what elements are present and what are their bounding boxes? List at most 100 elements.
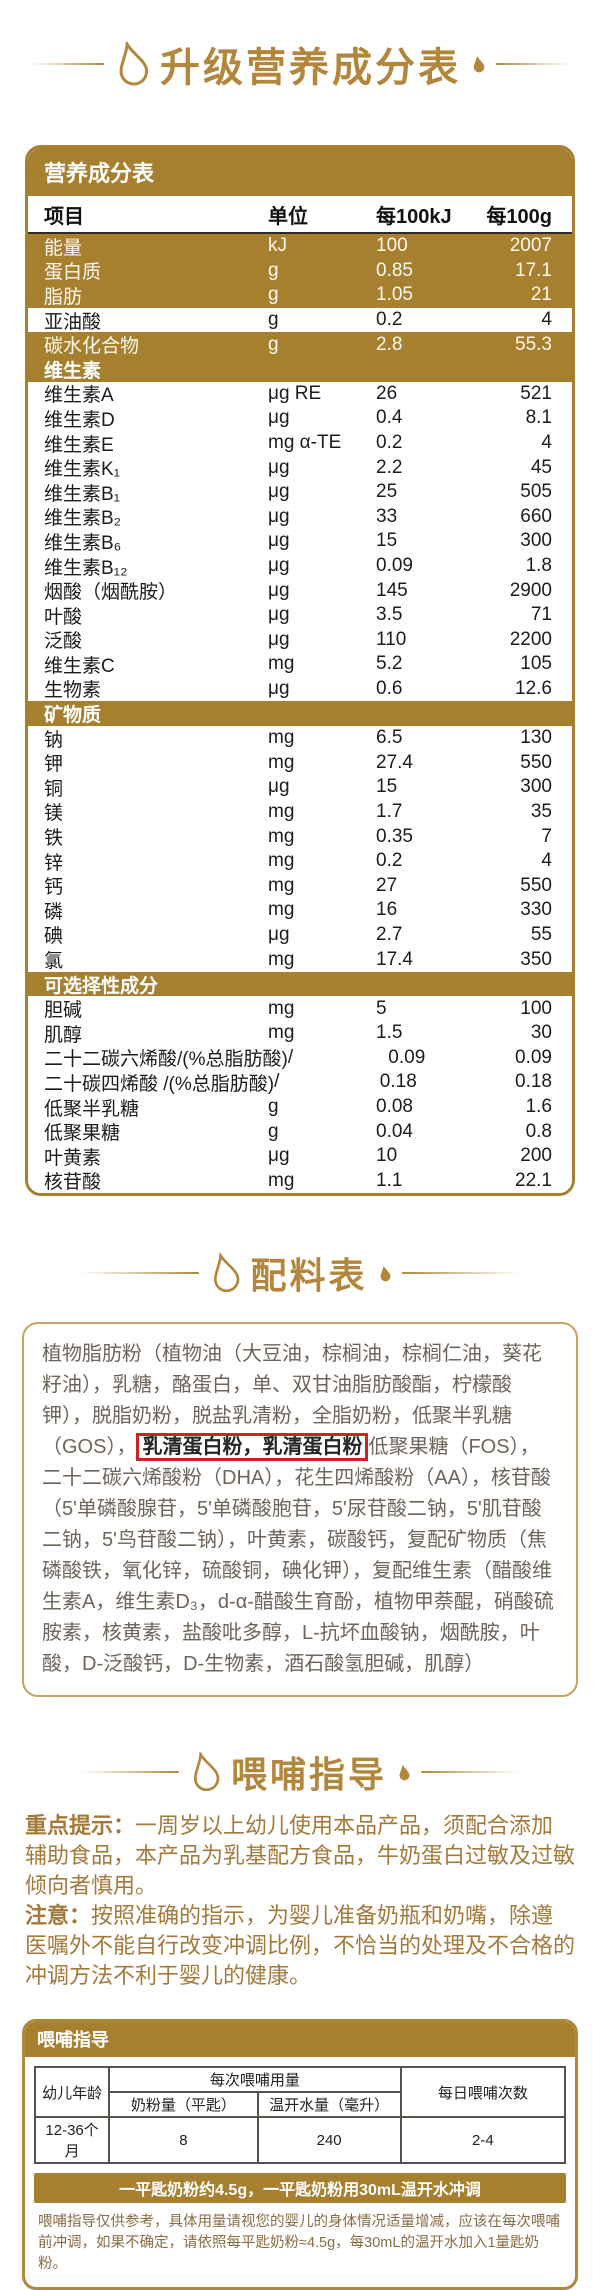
nutrient-name: 维生素C xyxy=(44,655,115,677)
ingredients-text: 低聚果糖（FOS），二十二碳六烯酸粉（DHA），花生四烯酸粉（AA），核苷酸（5… xyxy=(42,1436,554,1676)
nutrient-name: 肌醇 xyxy=(44,1024,83,1046)
nutrient-unit: mg xyxy=(268,948,295,970)
feed-col-water: 温开水量（毫升） xyxy=(256,2091,402,2119)
nutrition-section-header: 可选择性成分 xyxy=(28,971,572,997)
value-per-100kj: 25 xyxy=(376,481,398,503)
nutrition-row: 维生素B₆ μg 15 300 xyxy=(28,529,572,554)
nutrient-name: 钾 xyxy=(44,754,64,776)
tip-caution-label: 注意： xyxy=(25,1903,92,1929)
product-label-page: { "theme":{"gold":"#a6802f","gold_bright… xyxy=(0,39,600,2290)
feeding-guide-box-title: 喂哺指导 xyxy=(25,2022,575,2058)
value-per-100kj: 1.7 xyxy=(376,800,403,822)
nutrition-row: 亚油酸 g 0.2 4 xyxy=(28,307,572,333)
feeding-guide-box-body: 幼儿年龄 每次喂哺用量 每日喂哺次数 奶粉量（平匙） 温开水量（毫升） 12-3… xyxy=(25,2057,575,2287)
value-per-100g: 350 xyxy=(520,948,552,970)
nutrient-name: 维生素B₆ xyxy=(44,532,122,554)
feed-col-age: 幼儿年龄 xyxy=(33,2066,111,2119)
value-per-100g: 55 xyxy=(530,923,552,945)
value-per-100g: 2007 xyxy=(509,235,552,257)
nutrition-section-header: 维生素 xyxy=(28,356,572,382)
nutrition-row: 碳水化合物 g 2.8 55.3 xyxy=(28,332,572,357)
value-per-100g: 521 xyxy=(520,382,552,404)
nutrient-unit: g xyxy=(268,1120,279,1142)
value-per-100g: 12.6 xyxy=(515,677,552,699)
value-per-100kj: 16 xyxy=(376,899,398,921)
feed-age-value: 12-36个月 xyxy=(33,2116,111,2165)
nutrient-unit: μg xyxy=(268,579,290,601)
value-per-100g: 7 xyxy=(541,825,552,847)
nutrient-unit: mg xyxy=(268,825,295,847)
feed-col-times: 每日喂哺次数 xyxy=(399,2066,567,2119)
value-per-100kj: 6.5 xyxy=(376,727,403,749)
nutrient-unit: μg xyxy=(268,1145,290,1167)
nutrition-section-label: 维生素 xyxy=(44,360,102,382)
nutrient-unit: g xyxy=(268,1096,279,1118)
nutrition-row: 锌 mg 0.2 4 xyxy=(28,848,572,874)
value-per-100kj: 3.5 xyxy=(376,604,403,626)
water-drop-icon xyxy=(193,1750,220,1792)
value-per-100kj: 27.4 xyxy=(376,751,413,773)
value-per-100kj: 1.05 xyxy=(376,284,413,306)
water-drop-icon xyxy=(213,1251,239,1293)
nutrient-name: 碳水化合物 xyxy=(44,336,140,358)
value-per-100kj: 0.04 xyxy=(376,1120,413,1142)
nutrient-name: 铜 xyxy=(44,778,64,800)
nutrition-row: 胆碱 mg 5 100 xyxy=(28,996,572,1021)
value-per-100g: 200 xyxy=(520,1145,552,1167)
nutrient-unit: mg xyxy=(268,850,295,872)
value-per-100g: 130 xyxy=(520,727,552,749)
nutrient-name: 钠 xyxy=(44,729,64,751)
ornament-line xyxy=(80,1771,179,1774)
nutrient-unit: μg xyxy=(268,456,290,478)
nutrition-table: 营养成分表 项目 单位 每100kJ 每100g 能量 kJ 100 2007 蛋白质 g… xyxy=(25,145,575,1197)
nutrition-row: 维生素E mg α-TE 0.2 4 xyxy=(28,430,572,456)
col-header-per100kj: 每100kJ xyxy=(376,205,452,228)
tip-caution: 注意：按照准确的指示，为婴儿准备奶瓶和奶嘴，除遵医嘱外不能自行改变冲调比例，不恰… xyxy=(25,1901,575,1991)
feed-col-amount: 每次喂哺用量 xyxy=(108,2066,402,2094)
nutrition-row: 磷 mg 16 330 xyxy=(28,898,572,923)
nutrient-name: 维生素E xyxy=(44,434,114,456)
section-heading-ingredients: 配料表 xyxy=(0,1242,600,1304)
nutrient-name: 镁 xyxy=(44,803,64,825)
feeding-tips: 重点提示：一周岁以上幼儿使用本品产品，须配合添加辅助食品，本产品为乳基配方食品，… xyxy=(25,1811,575,1991)
nutrient-name: 碘 xyxy=(44,926,64,948)
value-per-100g: 660 xyxy=(520,505,552,527)
nutrition-section-label: 矿物质 xyxy=(44,705,102,727)
nutrient-unit: mg xyxy=(268,997,295,1019)
nutrition-row: 维生素B₂ μg 33 660 xyxy=(28,504,572,529)
nutrient-unit: μg xyxy=(268,505,290,527)
nutrition-table-header: 项目 单位 每100kJ 每100g xyxy=(28,196,572,234)
nutrient-unit: μg xyxy=(268,555,290,577)
nutrition-row: 烟酸（烟酰胺） μg 145 2900 xyxy=(28,578,572,603)
value-per-100g: 21 xyxy=(530,284,552,306)
value-per-100g: 505 xyxy=(520,481,552,503)
nutrition-row: 维生素B₁ μg 25 505 xyxy=(28,479,572,505)
nutrient-unit: g xyxy=(268,333,279,355)
value-per-100g: 2900 xyxy=(509,579,552,601)
nutrient-unit: / xyxy=(274,1071,280,1093)
value-per-100g: 0.18 xyxy=(515,1071,552,1093)
value-per-100kj: 5 xyxy=(376,997,387,1019)
nutrient-name: 生物素 xyxy=(44,680,102,702)
nutrition-row: 铜 μg 15 300 xyxy=(28,775,572,800)
value-per-100kj: 1.1 xyxy=(376,1169,403,1191)
nutrition-row: 维生素C mg 5.2 105 xyxy=(28,652,572,677)
tip-important-text: 一周岁以上幼儿使用本品产品，须配合添加辅助食品，本产品为乳基配方食品，牛奶蛋白过… xyxy=(25,1813,576,1899)
nutrient-unit: mg xyxy=(268,1022,295,1044)
nutrient-unit: kJ xyxy=(268,235,287,257)
value-per-100kj: 2.2 xyxy=(376,456,403,478)
nutrient-name: 钙 xyxy=(44,877,64,899)
nutrition-row: 二十碳四烯酸 /(%总脂肪酸)/ 0.18 0.18 xyxy=(28,1070,572,1095)
col-header-item: 项目 xyxy=(44,205,84,228)
section-heading-feeding: 喂哺指导 xyxy=(0,1741,600,1803)
nutrient-unit: g xyxy=(268,309,279,331)
page-title: 升级营养成分表 xyxy=(160,46,461,90)
value-per-100g: 0.09 xyxy=(515,1046,552,1068)
water-drop-small-icon xyxy=(473,55,485,73)
ingredients-text: 植物脂肪粉（植物油（大豆油，棕榈油，棕榈仁油，葵花籽油），乳糖，酪蛋白，单、双甘… xyxy=(42,1343,542,1459)
nutrient-unit: μg xyxy=(268,923,290,945)
value-per-100kj: 33 xyxy=(376,505,398,527)
nutrient-unit: μg xyxy=(268,407,290,429)
value-per-100g: 550 xyxy=(520,874,552,896)
spoon-note-bar: 一平匙奶粉约4.5g，一平匙奶粉用30mL温开水冲调 xyxy=(34,2173,566,2204)
